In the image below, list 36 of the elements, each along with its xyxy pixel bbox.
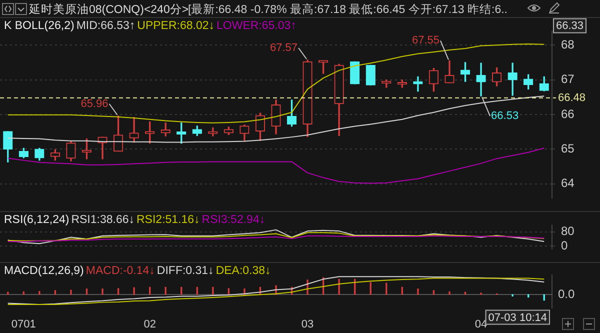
y-tick-label: 80 (561, 224, 575, 238)
y-tick-label: 65 (561, 142, 575, 156)
legend-title: K BOLL(26,2) (4, 20, 74, 32)
legend-title: MACD(12,26,9) (4, 265, 84, 277)
annotation: 66.53 (491, 110, 519, 122)
y-tick-label: 67 (561, 72, 575, 86)
text: 0.0 (558, 286, 576, 301)
ref-line-label: 66.48 (558, 92, 586, 104)
chart-subtitle: [最新:66.48 -0.78% 最高:67.18 最低:66.45 今开:67.13 昨结:6.. (188, 2, 508, 17)
series-label: DEA:0.38↓ (216, 265, 271, 277)
series-label: MACD:-0.14↓ (86, 265, 155, 277)
text: 66.33 (556, 20, 584, 32)
x-tick-label: 04 (474, 318, 488, 330)
series-label: RSI2:51.16↓ (136, 214, 200, 226)
annotation: 67.57 (270, 42, 298, 54)
chart-title: 延时美原油08(CONQ)<240分> (29, 2, 189, 17)
y-tick-label: 66 (561, 106, 575, 121)
series-label: RSI1:38.66↓ (71, 214, 134, 226)
candlestick (413, 76, 423, 92)
candlestick (508, 62, 518, 96)
x-tick-label: 03 (301, 318, 314, 330)
annotation: 67.55 (412, 34, 440, 47)
y-tick-label: 64 (561, 176, 575, 190)
text: 07-03 10:14 (488, 312, 547, 324)
legend-title: RSI(6,12,24) (4, 214, 70, 226)
candlestick (476, 62, 486, 96)
annotation: 65.96 (80, 98, 108, 110)
text: MID:66.53↑ (76, 20, 136, 32)
x-tick-label: 02 (144, 318, 156, 330)
series-label: RSI3:52.94↓ (202, 214, 266, 226)
y-tick-label: 68 (561, 37, 575, 52)
series-label: DIFF:0.31↓ (156, 265, 214, 277)
y-tick-label: 0 (561, 238, 568, 252)
text: LOWER:65.03↑ (216, 20, 296, 32)
text: UPPER:68.02↓ (137, 20, 214, 32)
x-tick-label: 0701 (11, 318, 36, 330)
